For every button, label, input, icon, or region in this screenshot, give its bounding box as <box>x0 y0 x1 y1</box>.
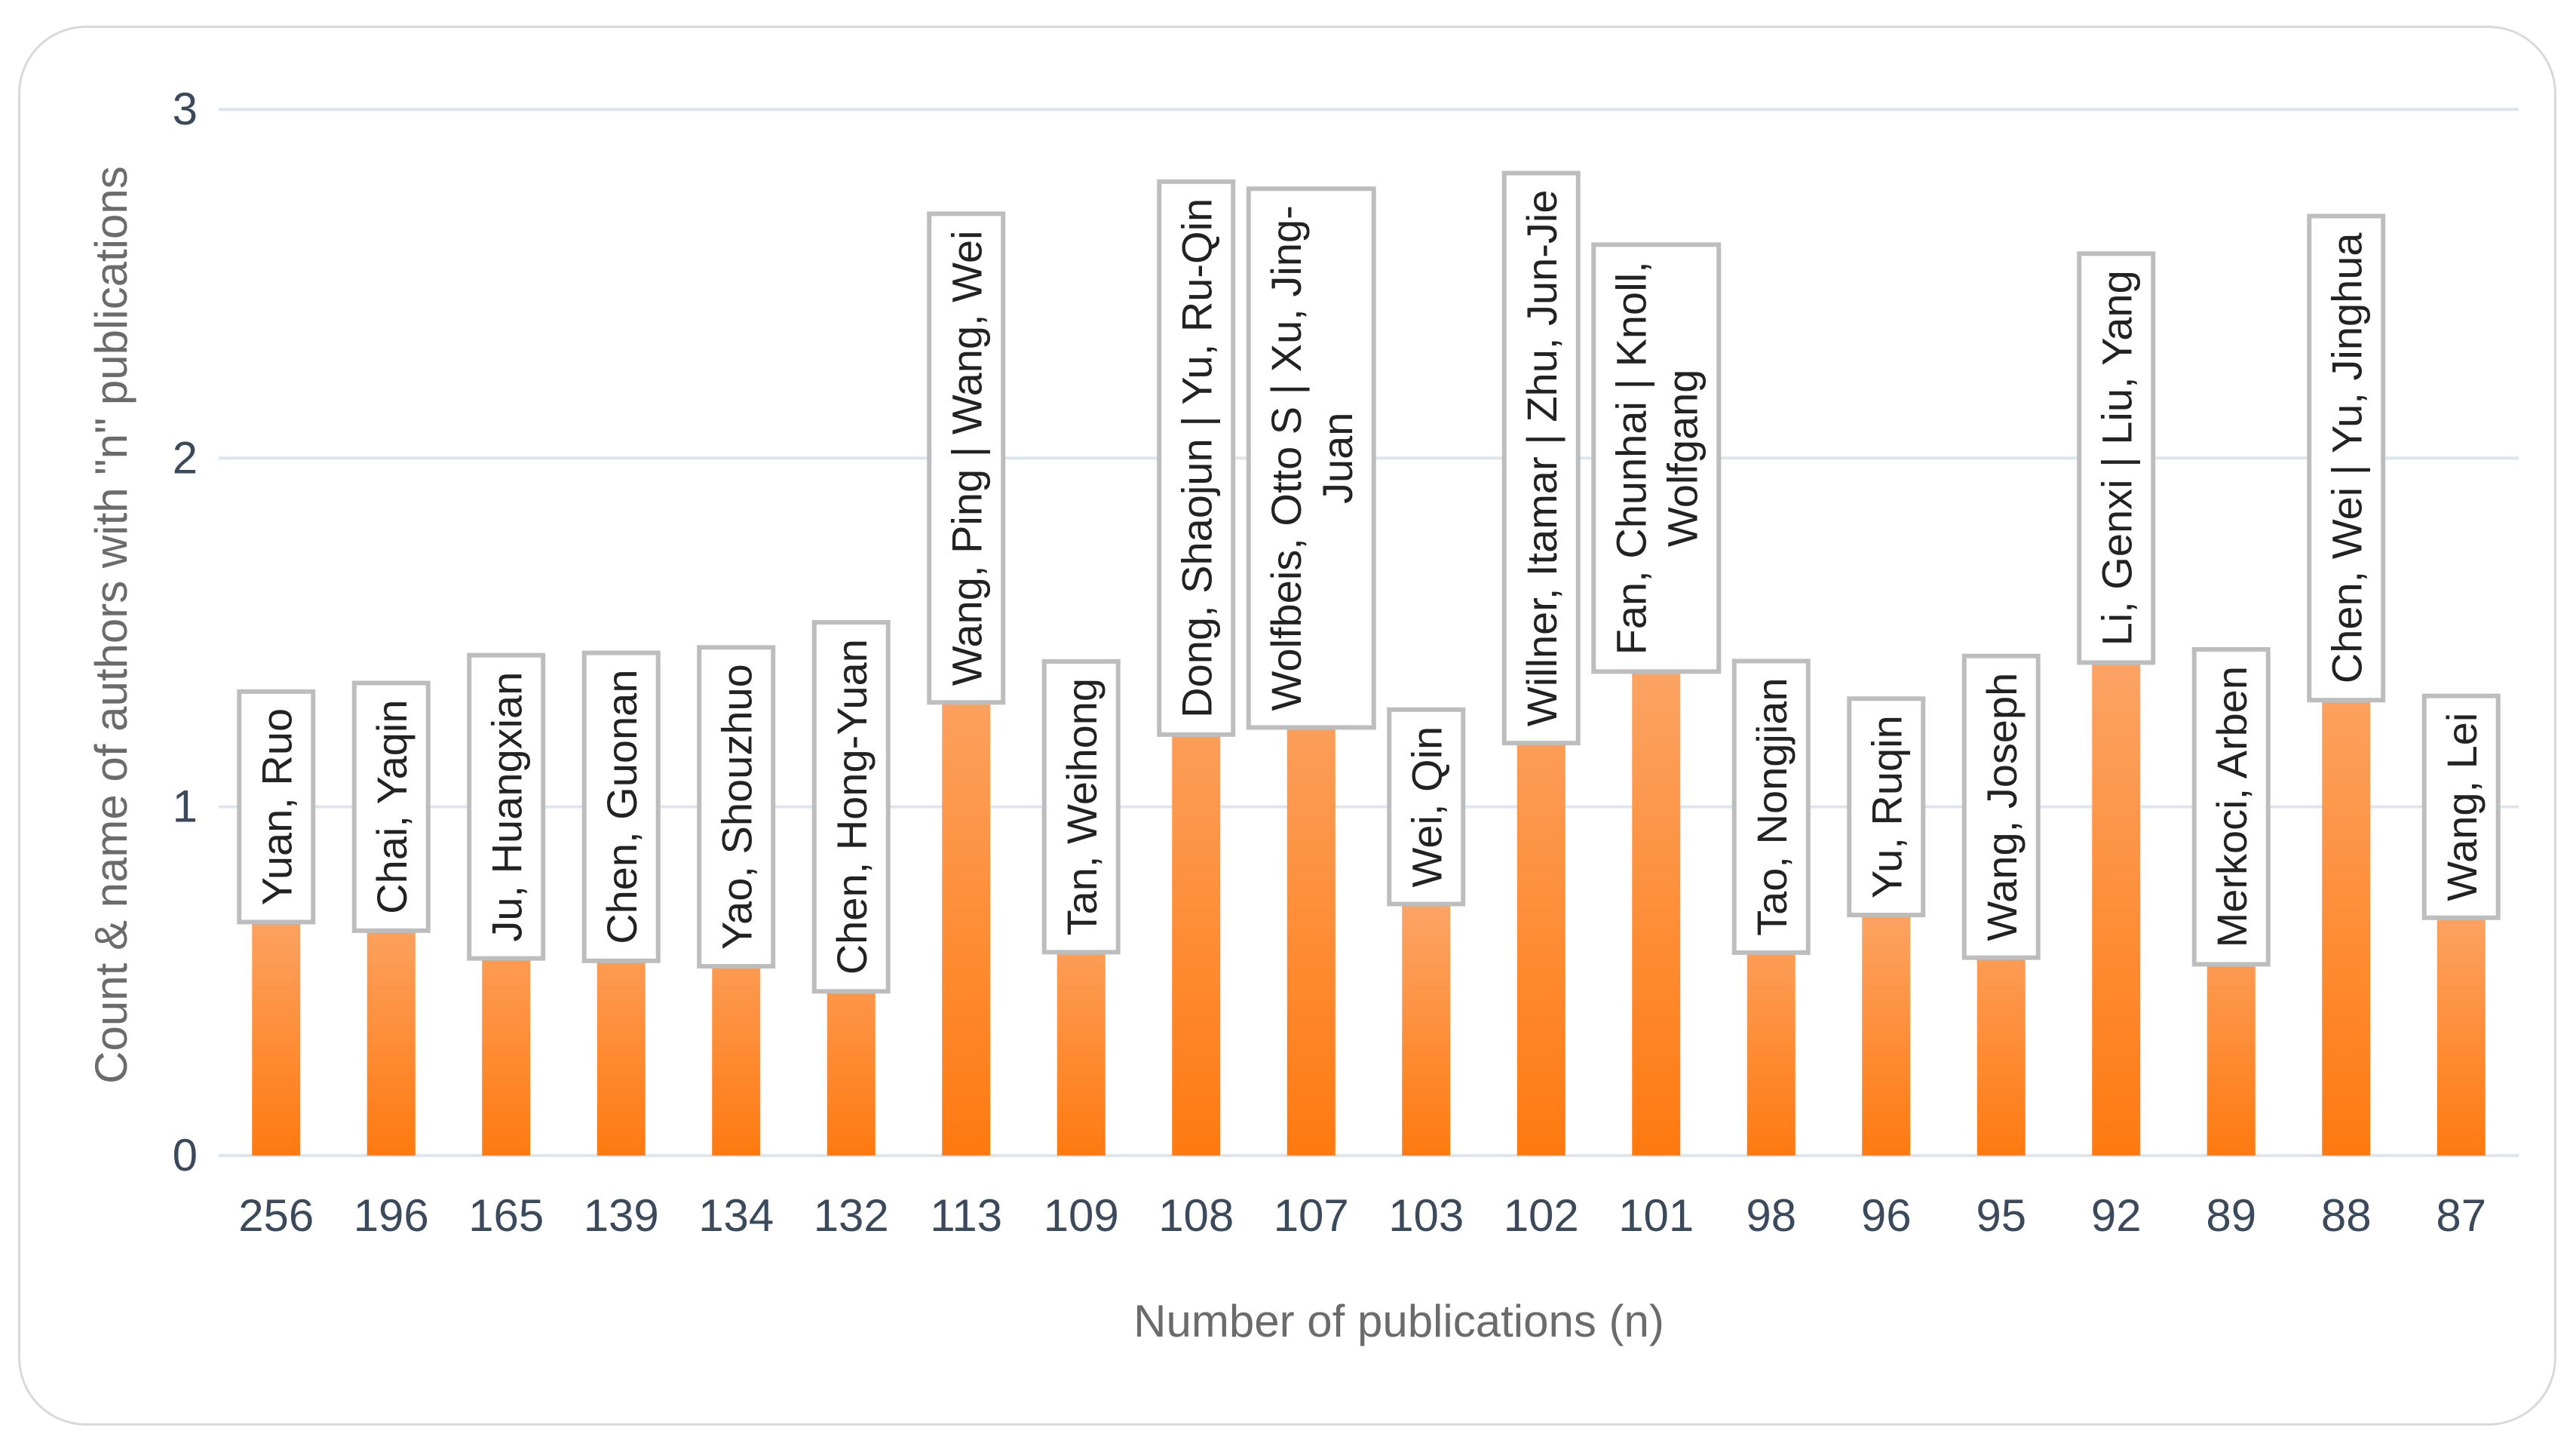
x-tick-label: 107 <box>1274 1190 1349 1241</box>
data-label-text: Fan, Chunhai | Knoll, <box>1607 261 1654 655</box>
data-label-box <box>2077 251 2156 665</box>
data-label: Chai, Yaqin <box>351 680 431 933</box>
data-label-text: Chen, Wei | Yu, Jinghua <box>2323 232 2370 684</box>
data-label-text: Tan, Weihong <box>1058 678 1106 935</box>
data-label-box <box>1961 653 2041 960</box>
data-label-box <box>811 620 891 994</box>
data-label: Yu, Ruqin <box>1847 696 1926 918</box>
data-label-text: Wolfbeis, Otto S | Xu, Jing- <box>1262 205 1310 711</box>
x-tick-label: 134 <box>698 1190 774 1241</box>
data-label: Wolfbeis, Otto S | Xu, Jing- Juan <box>1246 186 1376 730</box>
data-label: Tan, Weihong <box>1041 658 1121 955</box>
y-tick-label: 3 <box>173 84 198 134</box>
x-tick-label: 87 <box>2436 1190 2486 1241</box>
x-tick-label: 89 <box>2206 1190 2256 1241</box>
data-label-box <box>581 650 661 963</box>
data-label-text: Yu, Ruqin <box>1863 715 1910 898</box>
data-label-box <box>467 652 546 961</box>
x-tick-label: 88 <box>2321 1190 2372 1241</box>
x-axis-ticks: 256 196 165 139 134 132 113 109 108 107 103 102 101 9… <box>238 1190 2486 1241</box>
x-tick-label: 113 <box>930 1190 1002 1241</box>
y-tick-label: 2 <box>173 432 198 483</box>
data-label: Chen, Guonan <box>581 650 661 963</box>
data-label: Wei, Qin <box>1387 707 1466 907</box>
data-label: Merkoci, Arben <box>2191 646 2271 967</box>
data-label: Li, Genxi | Liu, Yang <box>2077 251 2156 665</box>
x-tick-label: 101 <box>1618 1190 1694 1241</box>
data-label-text: Wang, Lei <box>2438 713 2486 901</box>
x-tick-label: 196 <box>354 1190 429 1241</box>
data-label: Yuan, Ruo <box>237 689 316 925</box>
x-tick-label: 92 <box>2091 1190 2142 1241</box>
data-label-box <box>1041 658 1121 955</box>
data-label-text: Ju, Huangxian <box>483 672 530 942</box>
data-label: Yao, Shouzhuo <box>697 645 776 969</box>
data-label-box <box>1847 696 1926 918</box>
x-axis-title: Number of publications (n) <box>1133 1296 1664 1346</box>
data-label-box <box>1501 170 1581 746</box>
data-label-text: Merkoci, Arben <box>2208 666 2256 948</box>
data-label-text: Wang, Ping | Wang, Wei <box>943 230 990 686</box>
data-label-box <box>237 689 316 925</box>
data-label-box <box>1387 707 1466 907</box>
y-tick-label: 0 <box>173 1130 198 1180</box>
data-label-text: Juan <box>1314 413 1361 504</box>
x-tick-label: 103 <box>1388 1190 1464 1241</box>
data-label: Dong, Shaojun | Yu, Ru-Qin <box>1157 179 1236 737</box>
data-label-box <box>351 680 431 933</box>
data-labels: Yuan, Ruo Chai, Yaqin Ju, Huangxian Chen, G… <box>237 170 2501 994</box>
x-tick-label: 108 <box>1158 1190 1234 1241</box>
data-label-box <box>2307 213 2386 703</box>
data-label-box <box>1731 658 1811 955</box>
data-label: Chen, Wei | Yu, Jinghua <box>2307 213 2386 703</box>
x-tick-label: 95 <box>1976 1190 2026 1241</box>
data-label: Wang, Lei <box>2421 693 2501 920</box>
x-tick-label: 109 <box>1044 1190 1119 1241</box>
data-label: Fan, Chunhai | Knoll, Wolfgang <box>1591 242 1722 674</box>
data-label-box <box>697 645 776 969</box>
x-tick-label: 98 <box>1746 1190 1796 1241</box>
data-label-text: Wang, Joseph <box>1978 673 2026 941</box>
data-label-text: Chen, Guonan <box>598 670 646 944</box>
data-label: Chen, Hong-Yuan <box>811 620 891 994</box>
data-label-box <box>2421 693 2501 920</box>
x-tick-label: 165 <box>468 1190 544 1241</box>
data-label: Willner, Itamar | Zhu, Jun-Jie <box>1501 170 1581 746</box>
data-label: Wang, Joseph <box>1961 653 2041 960</box>
data-label-text: Chen, Hong-Yuan <box>828 639 876 975</box>
x-tick-label: 96 <box>1861 1190 1912 1241</box>
data-label-box <box>1591 242 1722 674</box>
data-label-box <box>927 211 1006 705</box>
data-label-text: Wei, Qin <box>1403 726 1450 888</box>
data-label-box <box>1246 186 1376 730</box>
x-tick-label: 102 <box>1504 1190 1579 1241</box>
data-label-text: Chai, Yaqin <box>368 699 416 913</box>
data-label: Wang, Ping | Wang, Wei <box>927 211 1006 705</box>
data-label-text: Wolfgang <box>1658 370 1706 548</box>
data-label-text: Yao, Shouzhuo <box>713 664 760 950</box>
data-label-box <box>2191 646 2271 967</box>
data-label-text: Li, Genxi | Liu, Yang <box>2093 270 2140 646</box>
y-tick-label: 1 <box>173 781 198 832</box>
data-label: Ju, Huangxian <box>467 652 546 961</box>
data-label: Tao, Nongjian <box>1731 658 1811 955</box>
data-label-box <box>1157 179 1236 737</box>
x-tick-label: 132 <box>814 1190 889 1241</box>
y-axis-ticks: 0 1 2 3 <box>173 84 198 1180</box>
y-axis-title: Count & name of authors with "n" publica… <box>86 166 136 1084</box>
data-label-text: Willner, Itamar | Zhu, Jun-Jie <box>1518 190 1566 727</box>
x-tick-label: 139 <box>584 1190 659 1241</box>
x-tick-label: 256 <box>238 1190 314 1241</box>
data-label-text: Tao, Nongjian <box>1748 677 1796 935</box>
data-label-text: Dong, Shaojun | Yu, Ru-Qin <box>1173 198 1220 718</box>
data-label-text: Yuan, Ruo <box>253 708 300 906</box>
